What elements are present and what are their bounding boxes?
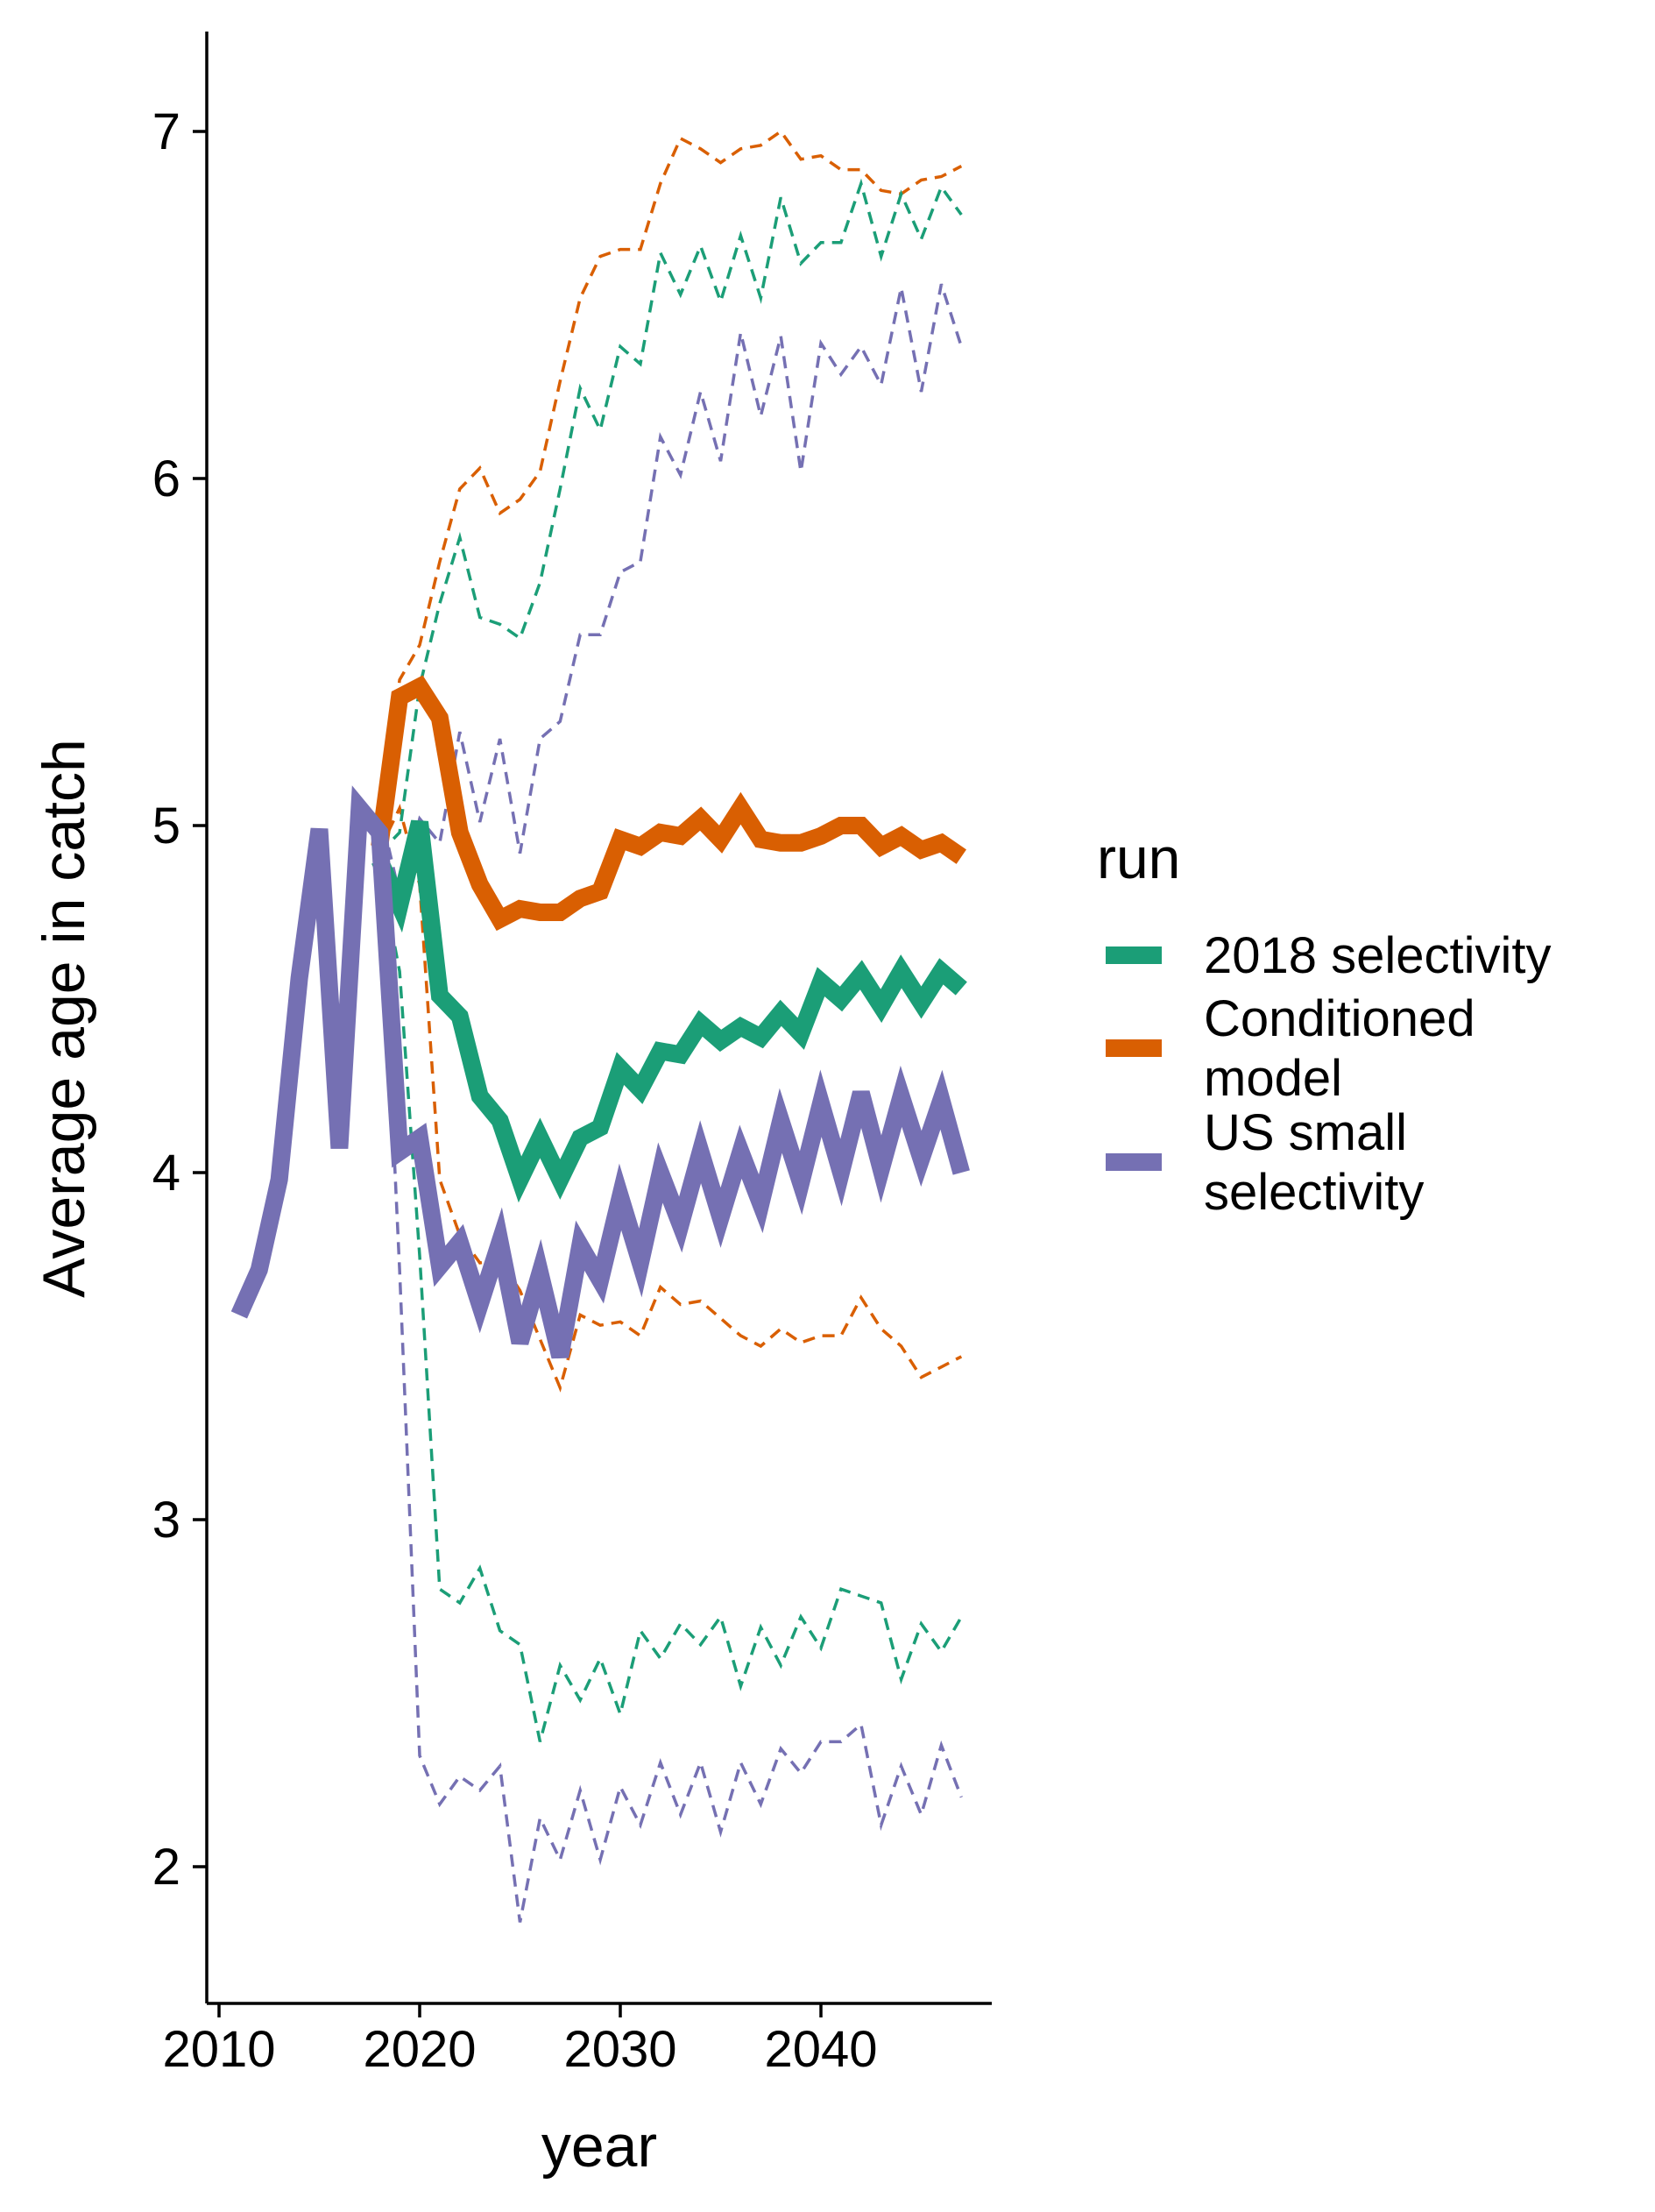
series-ussmall-bounds (378, 283, 963, 1923)
legend-label-cond: model (1204, 1050, 1342, 1107)
y-tick-label: 2 (152, 1839, 180, 1896)
y-tick-label: 4 (152, 1145, 180, 1202)
y-axis-title: Average age in catch (31, 739, 97, 1298)
x-tick-label: 2010 (162, 2021, 275, 2078)
y-tick-label: 6 (152, 450, 180, 507)
x-tick-label: 2040 (764, 2021, 877, 2078)
x-axis-title: year (541, 2113, 657, 2180)
series-cond-lower-line (378, 804, 963, 1393)
series-cond-upper-line (378, 129, 963, 844)
series-ussmall-median-line (230, 785, 970, 1359)
series-s2018-median-line (371, 819, 967, 1203)
series-s2018-upper-line (378, 178, 963, 854)
series-ussmall-upper-line (378, 283, 963, 896)
y-tick-label: 3 (152, 1492, 180, 1549)
axes: 2010 2020 2030 2040 2 3 4 5 6 7 year Average age… (31, 32, 992, 2180)
y-tick-label: 5 (152, 798, 180, 854)
y-axis-ticks: 2 3 4 5 6 7 (152, 103, 207, 1896)
legend-label-s2018: 2018 selectivity (1204, 927, 1552, 984)
legend-entry-s2018: 2018 selectivity (1106, 927, 1552, 984)
x-tick-label: 2020 (363, 2021, 476, 2078)
series-cond-bounds (378, 129, 963, 1393)
legend-label-cond: Conditioned (1204, 990, 1475, 1047)
x-tick-label: 2030 (563, 2021, 676, 2078)
legend-label-ussmall: selectivity (1204, 1164, 1424, 1221)
plot-area (230, 129, 970, 1923)
y-tick-label: 7 (152, 103, 180, 160)
series-s2018-lower-line (378, 867, 963, 1742)
legend-title: run (1097, 826, 1180, 890)
x-axis-ticks: 2010 2020 2030 2040 (162, 2003, 878, 2078)
series-s2018-bounds (378, 178, 963, 1742)
series-cond-median-line (371, 675, 966, 932)
legend-label-ussmall: US small (1204, 1104, 1407, 1161)
